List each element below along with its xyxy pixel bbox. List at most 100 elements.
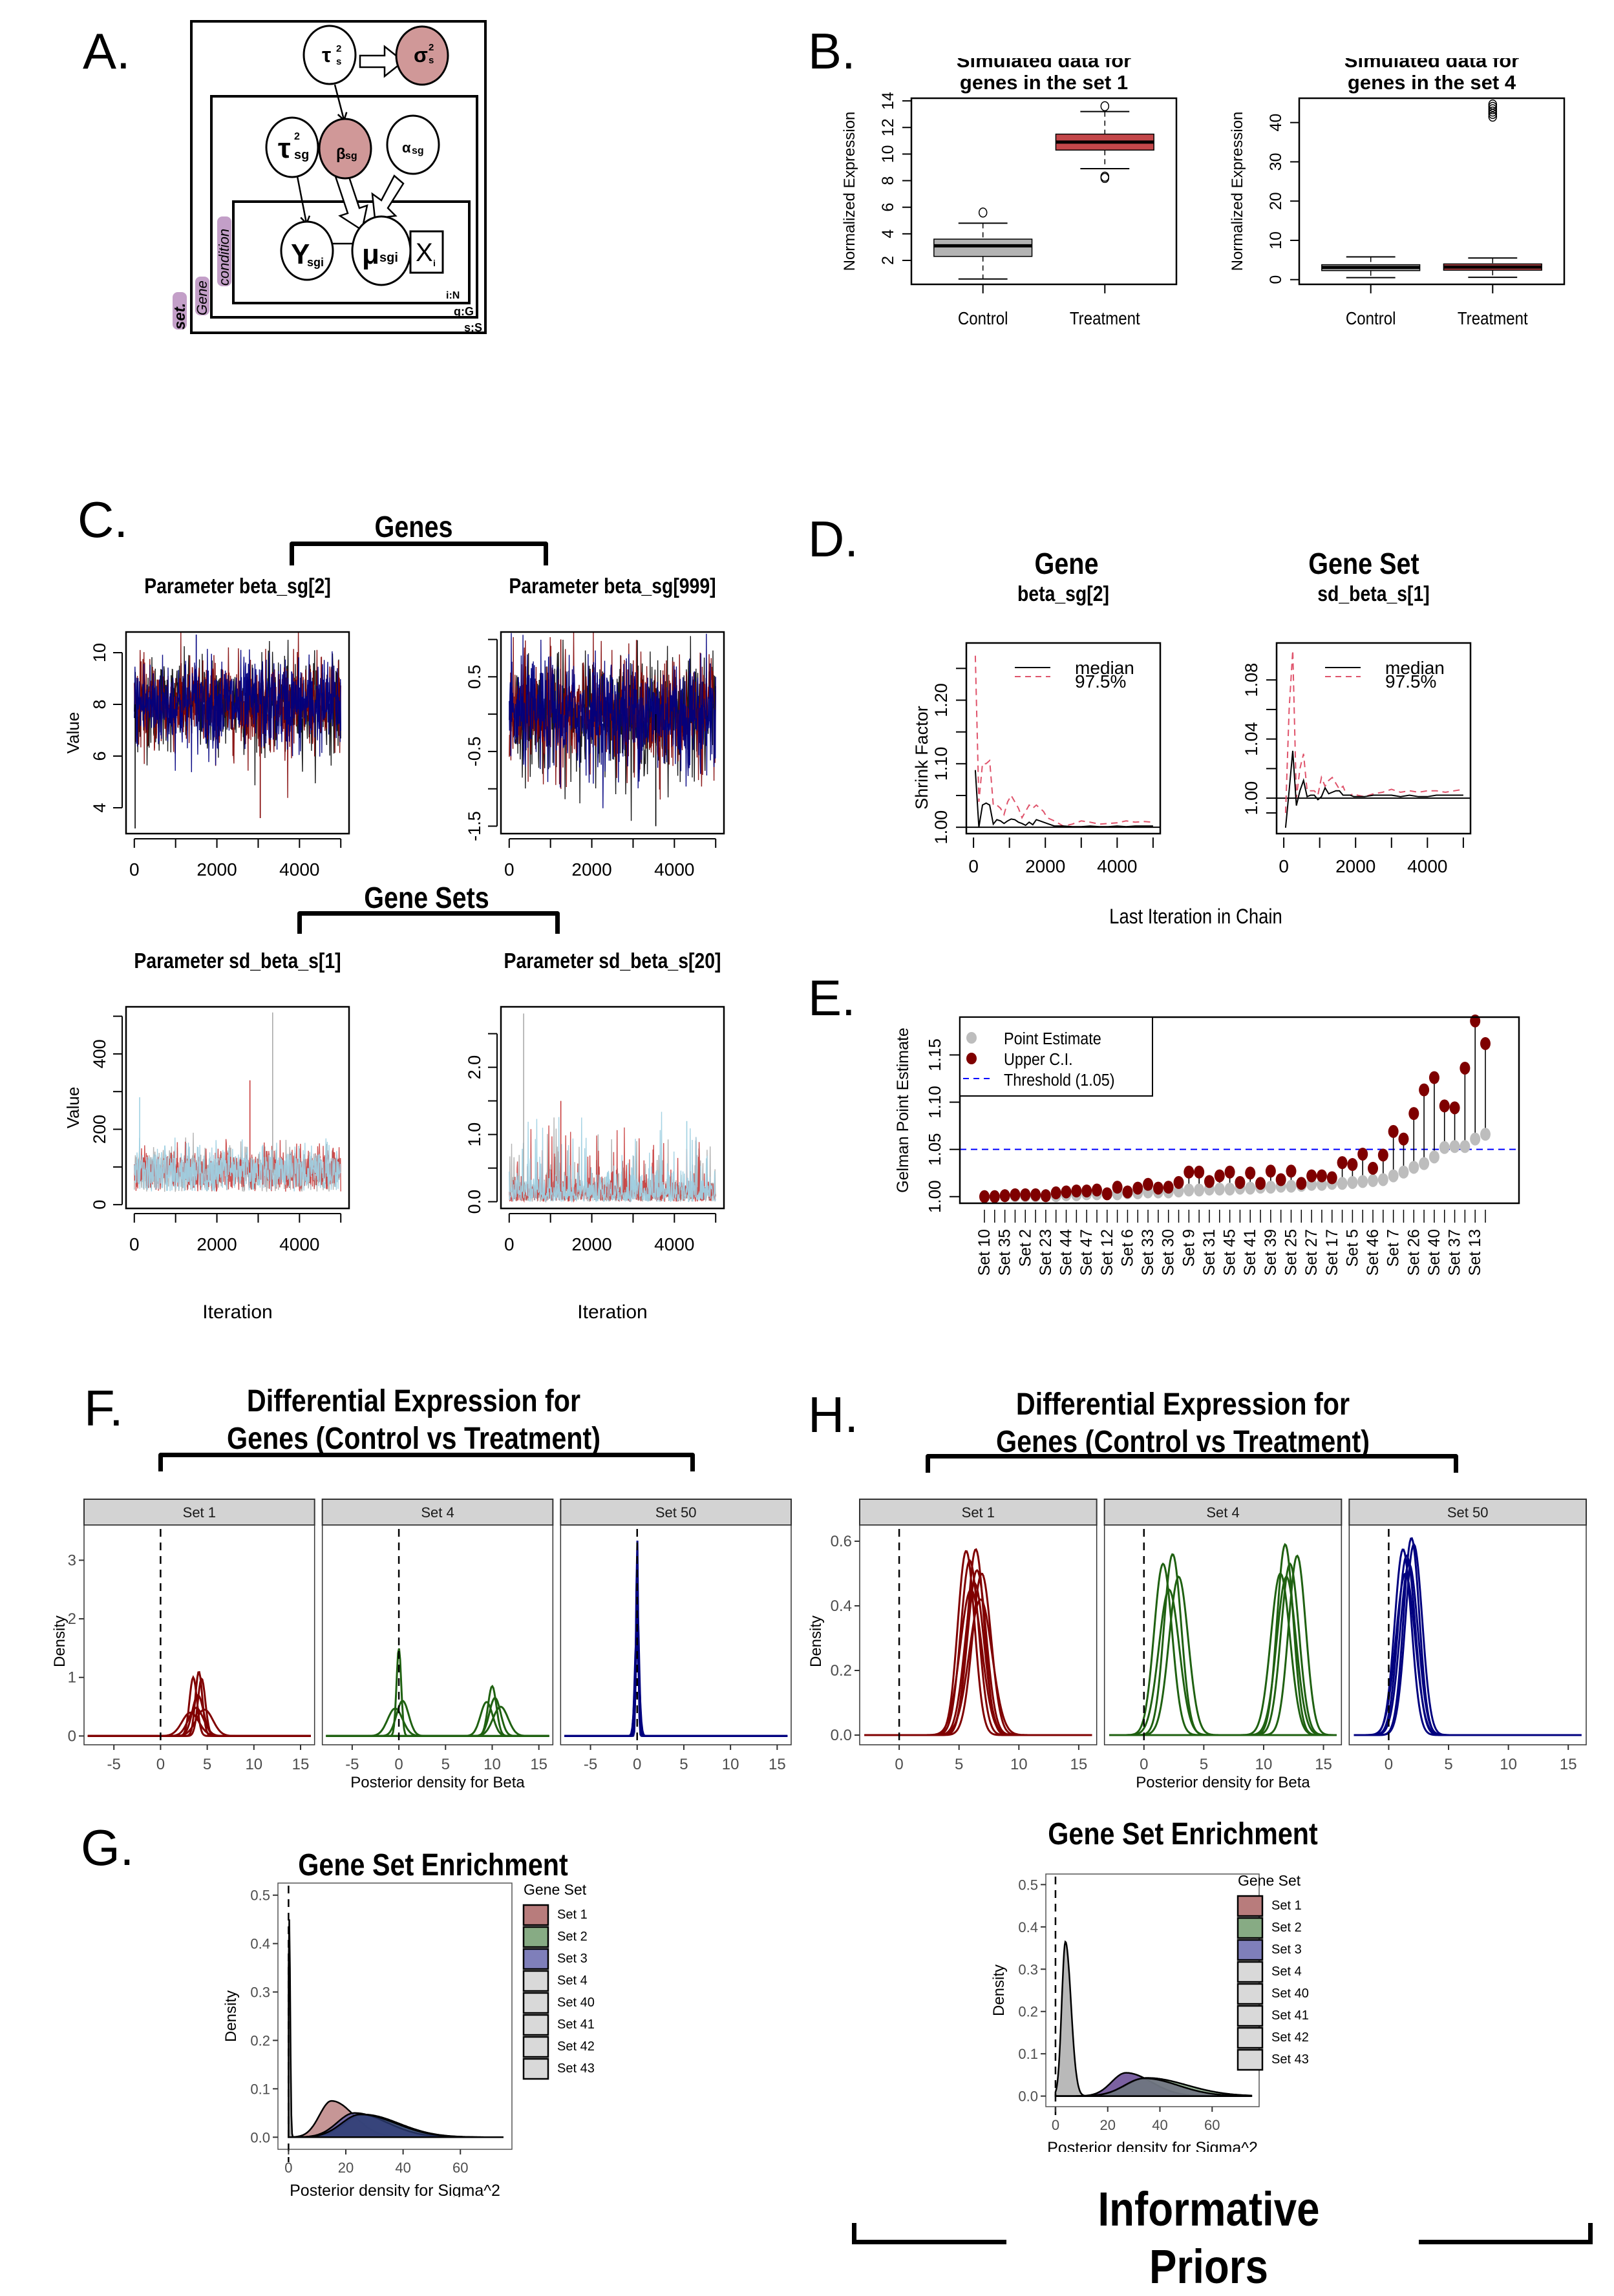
line-median — [1284, 750, 1463, 828]
x-tick-label: 15 — [292, 1756, 310, 1773]
x-tick-label: 0 — [1052, 2117, 1059, 2133]
x-tick-label: 10 — [1010, 1756, 1028, 1773]
legend-key — [1237, 1895, 1264, 1917]
y-tick-label: 6 — [90, 751, 109, 761]
outlier-point — [1488, 111, 1498, 122]
x-tick-label: 4000 — [1097, 856, 1137, 876]
y-tick-label: 1 — [68, 1669, 76, 1687]
upper-ci-marker — [1460, 1061, 1471, 1075]
facet-strip — [83, 1499, 315, 1526]
x-tick-label: 15 — [1315, 1756, 1332, 1773]
x-tick-label: Set 46 — [1364, 1229, 1382, 1276]
x-tick-label: Control — [958, 308, 1008, 328]
point-estimate-marker — [1408, 1161, 1419, 1174]
upper-ci-marker — [1235, 1175, 1246, 1189]
facet-strip — [859, 1499, 1098, 1526]
x-axis-label: Iteration — [202, 1301, 272, 1323]
facet-strip — [1348, 1499, 1587, 1526]
x-tick-label: Set 31 — [1200, 1229, 1218, 1276]
chart-title: genes in the set 4 — [1348, 71, 1516, 94]
outlier-point — [1488, 106, 1498, 117]
chart-e-gelman-lollipop: Set 10 Set 35 Set 2 Set 23 Set 44 Set 47 Set 1… — [894, 1014, 1520, 1276]
d-group-label-geneset: Gene Set — [1308, 547, 1419, 580]
f-bracket — [158, 1453, 695, 1471]
node-y-sgi: Y sgi — [280, 220, 334, 281]
point-estimate-marker — [1439, 1141, 1450, 1154]
legend-label-97.5pct: 97.5% — [1385, 671, 1436, 691]
upper-ci-marker — [1449, 1101, 1460, 1115]
x-tick-label: Set 25 — [1282, 1229, 1300, 1276]
y-axis-label: Density — [222, 1990, 240, 2042]
plate-index-condition: i:N — [446, 290, 460, 301]
point-estimate-marker — [1245, 1181, 1256, 1195]
x-tick-label: 5 — [1444, 1756, 1452, 1773]
legend-key — [1237, 1917, 1264, 1939]
x-tick-label: 0 — [504, 1234, 515, 1254]
edge-tau_s-beta_sg — [334, 84, 344, 120]
density-curve — [326, 1705, 549, 1737]
x-tick-label: Set 39 — [1262, 1229, 1280, 1276]
x-tick-label: Control — [1346, 308, 1396, 328]
y-tick-label: 1.04 — [1242, 722, 1261, 756]
upper-ci-marker — [1428, 1071, 1439, 1084]
legend-label: Set 42 — [557, 2039, 595, 2054]
y-tick-label: 400 — [90, 1039, 109, 1068]
y-tick-label: 0.5 — [465, 665, 484, 690]
facet-panel — [83, 1524, 315, 1745]
y-tick-label: 0 — [68, 1727, 76, 1745]
y-tick-label: 30 — [1267, 153, 1285, 171]
x-tick-label: Set 47 — [1078, 1229, 1096, 1276]
x-tick-label: 20 — [338, 2160, 354, 2176]
upper-ci-marker — [1010, 1188, 1021, 1201]
legend-label-97.5pct: 97.5% — [1075, 671, 1126, 691]
upper-ci-marker — [1112, 1181, 1123, 1194]
upper-ci-marker — [1265, 1164, 1276, 1178]
y-tick-label: 8 — [879, 176, 897, 185]
x-tick-label: Set 30 — [1160, 1229, 1178, 1276]
density-curve — [87, 1694, 311, 1737]
facet-strip-label: Set 1 — [962, 1504, 995, 1521]
y-tick-label: 0.3 — [250, 1985, 270, 2001]
outlier-point — [1100, 101, 1110, 112]
chart-g-density: 0.0 0.1 0.2 0.3 0.4 0.5 0 20 40 60 Density Posterio… — [222, 1881, 595, 2197]
upper-ci-marker — [1184, 1165, 1195, 1179]
upper-ci-marker — [1306, 1169, 1317, 1183]
density-area-Set-40 — [288, 2113, 504, 2138]
x-tick-label: 2000 — [196, 859, 237, 879]
plate-index-gene: g:G — [454, 305, 474, 318]
upper-ci-marker — [1357, 1147, 1368, 1161]
x-tick-label: 0 — [968, 856, 979, 876]
upper-ci-marker — [1398, 1132, 1409, 1146]
x-tick-label: 2000 — [571, 1234, 611, 1254]
chart-title: sd_beta_s[1] — [1317, 582, 1429, 606]
x-tick-label: Set 37 — [1446, 1229, 1464, 1276]
outlier-point — [1488, 99, 1498, 110]
legend-key — [1237, 1983, 1264, 2005]
density-curve — [1354, 1572, 1582, 1736]
y-tick-label: 1.05 — [925, 1133, 944, 1166]
panel-letter-b: B. — [808, 23, 856, 79]
y-tick-label: 12 — [879, 118, 897, 136]
x-tick-label: Set 44 — [1057, 1229, 1076, 1276]
x-tick-label: 4000 — [654, 859, 694, 879]
plate-label-condition: condition — [216, 216, 232, 286]
y-tick-label: 1.00 — [931, 810, 951, 845]
y-tick-label: 1.0 — [465, 1122, 484, 1147]
y-tick-label: 0.4 — [1018, 1919, 1038, 1935]
panel-letter-f: F. — [84, 1380, 123, 1437]
x-tick-label: Set 27 — [1302, 1229, 1321, 1276]
svg-text:σ: σ — [414, 43, 428, 67]
legend-label: Set 40 — [557, 1996, 595, 2010]
y-tick-label: 1.20 — [931, 683, 951, 717]
legend-label: Set 1 — [557, 1908, 588, 1922]
node-sigma-s: σ 2 s — [395, 25, 449, 86]
y-tick-label: 3 — [68, 1552, 76, 1569]
upper-ci-marker — [1152, 1181, 1163, 1195]
upper-ci-marker — [1122, 1185, 1133, 1199]
y-axis-label: Gelman Point Estimate — [894, 1027, 912, 1193]
upper-ci-marker — [989, 1190, 1000, 1203]
x-tick-label: Set 23 — [1037, 1229, 1055, 1276]
legend-label: Set 43 — [1271, 2052, 1309, 2067]
y-tick-label: 8 — [90, 699, 109, 709]
